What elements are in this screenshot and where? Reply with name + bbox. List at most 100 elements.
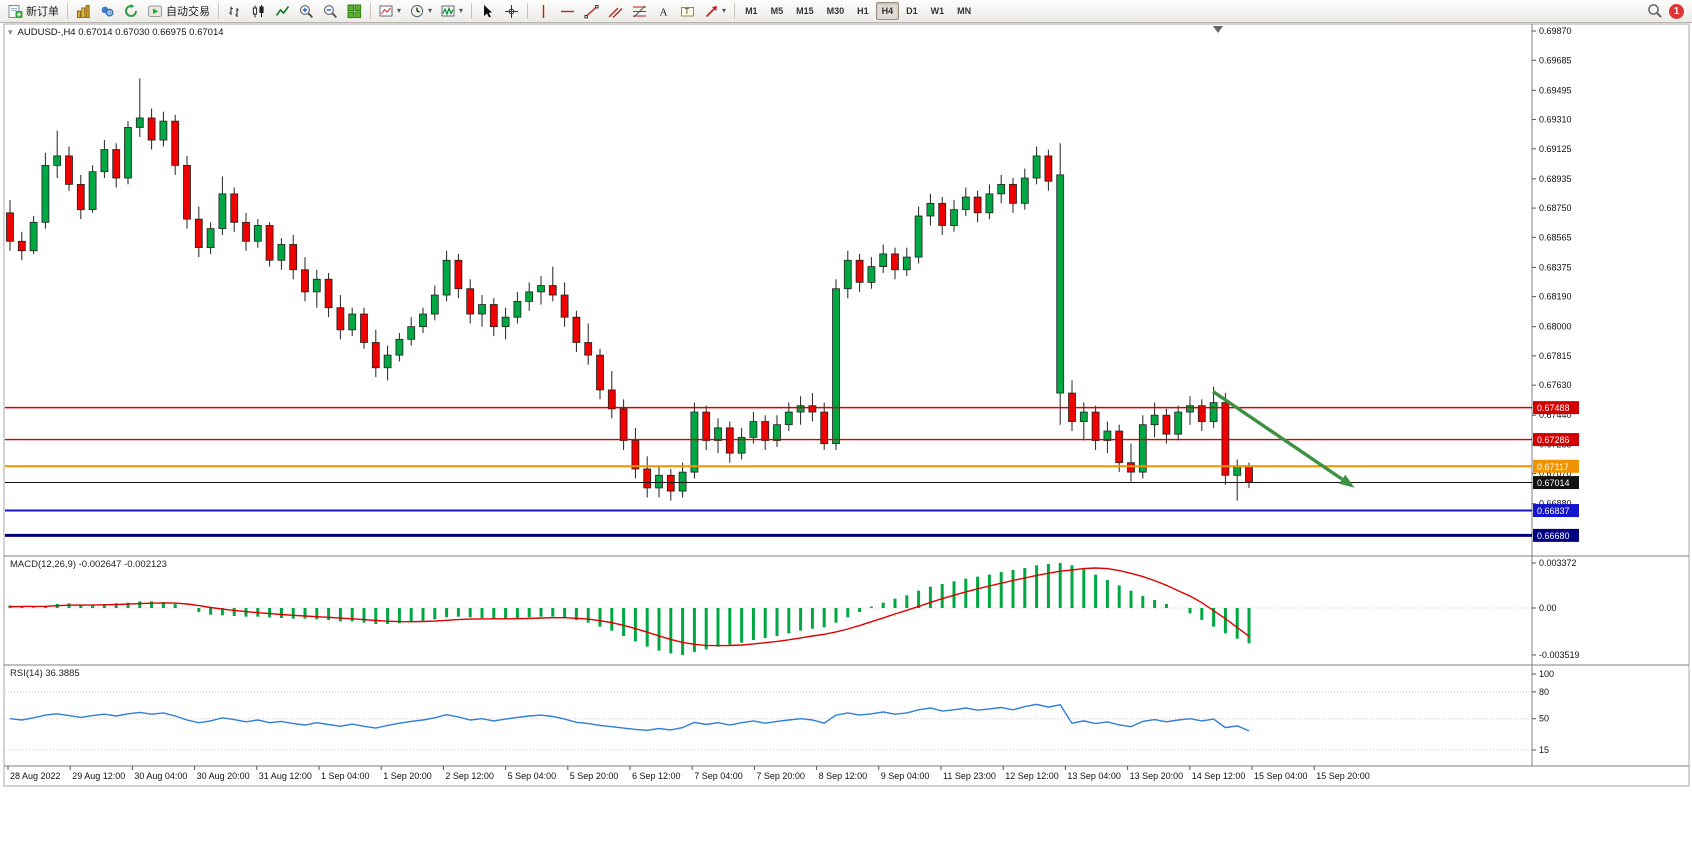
tile-windows-icon bbox=[347, 4, 362, 18]
candle-body bbox=[961, 196, 970, 211]
timeframe-button-d1[interactable]: D1 bbox=[906, 6, 918, 16]
crosshair-button[interactable] bbox=[500, 1, 523, 21]
timeframe-button-mn[interactable]: MN bbox=[957, 6, 972, 16]
rsi-axis-label: 50 bbox=[1539, 714, 1549, 724]
time-axis-label: 15 Sep 20:00 bbox=[1316, 771, 1370, 781]
text-button[interactable]: A bbox=[652, 1, 675, 21]
candle-body bbox=[607, 389, 616, 410]
candle-body bbox=[560, 294, 569, 318]
candle-body bbox=[1009, 183, 1017, 204]
candle-body bbox=[655, 474, 663, 489]
candle-body bbox=[395, 338, 404, 356]
candle-body bbox=[348, 313, 357, 331]
chart-title-row: ▾ AUDUSD-,H4 0.67014 0.67030 0.66975 0.6… bbox=[8, 27, 224, 38]
fibonacci-button[interactable] bbox=[628, 1, 651, 21]
candle-body bbox=[773, 424, 781, 441]
price-level-badge bbox=[1533, 433, 1579, 447]
arrow-tool-icon bbox=[705, 5, 718, 17]
candle-body bbox=[725, 427, 734, 454]
horizontal-line-button[interactable] bbox=[556, 1, 579, 21]
candle-body bbox=[324, 278, 333, 309]
candle-body bbox=[690, 411, 699, 473]
trendline-button[interactable] bbox=[580, 1, 603, 21]
candle-body bbox=[454, 259, 463, 290]
search-icon[interactable] bbox=[1647, 3, 1663, 19]
price-level-badge bbox=[1533, 459, 1579, 473]
arrows-button[interactable]: ▾ bbox=[700, 1, 730, 21]
candle-body bbox=[194, 218, 203, 249]
chart-frame bbox=[3, 23, 1690, 787]
charts-button[interactable] bbox=[72, 1, 95, 21]
refresh-button[interactable] bbox=[120, 1, 143, 21]
candle-body bbox=[6, 212, 14, 242]
timeframe-button-h4[interactable]: H4 bbox=[875, 2, 900, 20]
autotrading-button[interactable]: 自动交易 bbox=[144, 1, 214, 21]
periods-button[interactable]: ▾ bbox=[406, 1, 436, 21]
timeframe-button-m5[interactable]: M5 bbox=[770, 6, 784, 16]
new-order-button[interactable]: 新订单 bbox=[4, 1, 63, 21]
timeframe-button-m30[interactable]: M30 bbox=[826, 6, 845, 16]
notification-badge[interactable]: 1 bbox=[1669, 3, 1684, 19]
bar-chart-button[interactable] bbox=[223, 1, 246, 21]
text-label-button[interactable]: T bbox=[676, 1, 699, 21]
toolbar-separator bbox=[527, 3, 529, 19]
zoom-in-icon bbox=[300, 4, 314, 18]
candle-body bbox=[1103, 430, 1112, 441]
chevron-down-icon: ▾ bbox=[459, 6, 464, 15]
candle-body bbox=[442, 259, 451, 296]
time-axis-label: 2 Sep 12:00 bbox=[445, 771, 494, 781]
candle-body bbox=[100, 149, 109, 173]
trend-arrow-line[interactable] bbox=[1212, 390, 1344, 481]
candle-body bbox=[466, 288, 475, 315]
chart-title: AUDUSD-,H4 0.67014 0.67030 0.66975 0.670… bbox=[17, 27, 224, 38]
candle-body bbox=[489, 304, 498, 328]
time-axis-label: 8 Sep 12:00 bbox=[819, 771, 868, 781]
new-chart-button[interactable]: ▾ bbox=[375, 1, 405, 21]
indicators-icon bbox=[441, 5, 455, 16]
toolbar-separator bbox=[734, 3, 736, 19]
candle-body bbox=[820, 411, 829, 445]
timeframe-button-m15[interactable]: M15 bbox=[796, 6, 814, 16]
equidistant-channel-button[interactable] bbox=[604, 1, 627, 21]
zoom-out-button[interactable] bbox=[319, 1, 342, 21]
candle-body bbox=[973, 196, 982, 214]
timeframe-button-m1[interactable]: M1 bbox=[745, 6, 758, 16]
chevron-down-icon: ▾ bbox=[722, 6, 727, 15]
timeframe-button-h1[interactable]: H1 bbox=[857, 6, 869, 16]
candle-body bbox=[371, 342, 380, 369]
indicators-button[interactable]: ▾ bbox=[437, 1, 467, 21]
candle-body bbox=[1032, 155, 1041, 179]
svg-text:A: A bbox=[660, 6, 668, 18]
price-axis-label: 0.68750 bbox=[1539, 203, 1572, 213]
cursor-icon bbox=[484, 4, 493, 17]
candle-body bbox=[1020, 177, 1029, 204]
line-chart-icon bbox=[275, 5, 290, 16]
trend-arrow-head[interactable] bbox=[1339, 474, 1355, 488]
price-level-badge bbox=[1533, 401, 1579, 415]
time-axis-label: 1 Sep 20:00 bbox=[383, 771, 432, 781]
candlestick-chart-button[interactable] bbox=[247, 1, 270, 21]
line-chart-button[interactable] bbox=[271, 1, 294, 21]
chart-shift-marker[interactable] bbox=[1213, 26, 1223, 33]
vertical-line-button[interactable] bbox=[532, 1, 555, 21]
window-menu-icon[interactable]: ▾ bbox=[8, 27, 13, 37]
candle-body bbox=[749, 421, 758, 438]
candlestick-chart-icon bbox=[252, 4, 264, 17]
tile-windows-button[interactable] bbox=[343, 1, 366, 21]
candle-body bbox=[360, 313, 368, 343]
profiles-button[interactable] bbox=[96, 1, 119, 21]
candle-body bbox=[53, 155, 62, 166]
fibonacci-icon bbox=[633, 5, 647, 17]
toolbar-separator bbox=[218, 3, 219, 19]
candle-body bbox=[855, 259, 864, 283]
time-axis-label: 30 Aug 04:00 bbox=[134, 771, 187, 781]
price-level-badge-label: 0.67488 bbox=[1537, 403, 1570, 413]
cursor-button[interactable] bbox=[476, 1, 499, 21]
timeframe-button-w1[interactable]: W1 bbox=[930, 6, 945, 16]
candle-body bbox=[336, 307, 345, 331]
macd-axis-label: 0.003372 bbox=[1539, 558, 1577, 568]
price-axis-label: 0.67630 bbox=[1539, 380, 1572, 390]
zoom-in-button[interactable] bbox=[295, 1, 318, 21]
price-level-badge-label: 0.67014 bbox=[1537, 478, 1570, 488]
